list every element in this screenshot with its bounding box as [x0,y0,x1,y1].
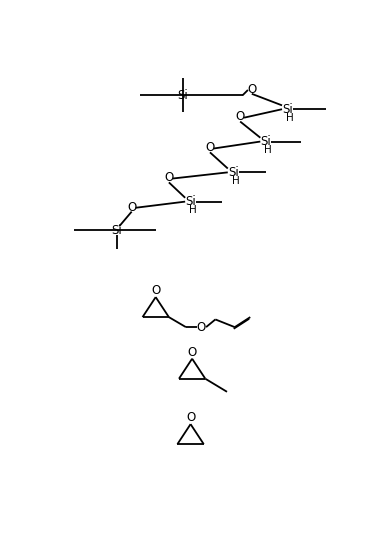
Text: Si: Si [228,166,239,179]
Text: O: O [197,321,206,334]
Text: O: O [164,171,174,184]
Text: Si: Si [112,224,122,237]
Text: O: O [236,110,245,123]
Text: Si: Si [261,135,271,148]
Text: O: O [205,141,215,154]
Text: H: H [232,176,239,186]
Text: Si: Si [282,103,293,116]
Text: O: O [127,201,136,214]
Text: O: O [188,346,197,359]
Text: Si: Si [185,195,196,208]
Text: O: O [151,285,160,298]
Text: O: O [186,412,195,424]
Text: H: H [189,205,197,215]
Text: H: H [286,112,294,123]
Text: H: H [264,145,272,155]
Text: Si: Si [177,89,188,102]
Text: O: O [247,83,257,96]
